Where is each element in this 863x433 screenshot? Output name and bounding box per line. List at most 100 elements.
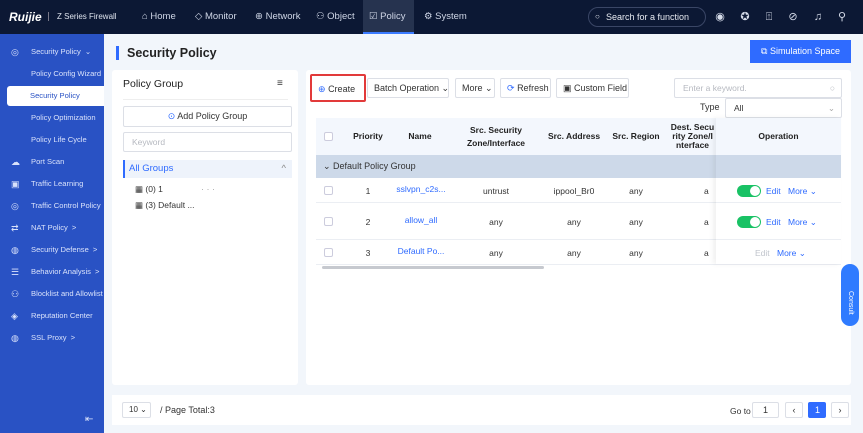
sidebar-item-policy-config-wizard[interactable]: Policy Config Wizard xyxy=(0,64,104,84)
row-checkbox[interactable] xyxy=(324,247,333,257)
label: Add Policy Group xyxy=(177,111,248,121)
signal-icon[interactable]: ◉ xyxy=(715,11,725,23)
group-item[interactable]: ▦ (3) Default ... xyxy=(135,200,195,210)
sidebar-item-policy-optimization[interactable]: Policy Optimization xyxy=(0,108,104,128)
col-src-region[interactable]: Src. Region xyxy=(612,131,660,141)
nav-network[interactable]: ⊕ Network xyxy=(255,11,301,22)
policy-name-link[interactable]: Default Po... xyxy=(397,245,445,256)
sidebar-item-reputation-center[interactable]: ◈ Reputation Center xyxy=(0,306,104,326)
label: Batch Operation xyxy=(374,83,440,93)
sidebar-item-traffic-control[interactable]: ◎ Traffic Control Policy xyxy=(0,196,104,216)
cell-src-zone: any xyxy=(489,247,503,258)
support-icon[interactable]: ✪ xyxy=(740,11,750,23)
sidebar-item-nat-policy[interactable]: ⇄ NAT Policy > xyxy=(0,218,104,238)
group-keyword-input[interactable]: Keyword xyxy=(123,132,292,152)
row-checkbox[interactable] xyxy=(324,185,333,195)
nav-system[interactable]: ⚙ System xyxy=(424,11,467,22)
type-select[interactable]: All ⌄ xyxy=(725,98,842,118)
sidebar-item-policy-life-cycle[interactable]: Policy Life Cycle xyxy=(0,130,104,150)
more-dots-icon[interactable]: · · · xyxy=(201,184,215,194)
sidebar-item-port-scan[interactable]: ☁ Port Scan xyxy=(0,152,104,172)
col-priority[interactable]: Priority xyxy=(353,131,383,141)
col-name[interactable]: Name xyxy=(408,131,432,141)
page-size-select[interactable]: 10 ⌄ xyxy=(122,402,151,418)
simulation-space-button[interactable]: ⧉ Simulation Space xyxy=(750,40,851,63)
divider xyxy=(123,99,288,100)
group-row[interactable]: ⌄ Default Policy Group xyxy=(316,155,841,178)
headset-icon[interactable]: ♫ xyxy=(813,11,823,23)
label: Traffic Control Policy xyxy=(31,201,101,210)
field-icon: ▣ xyxy=(563,83,572,93)
cell-priority: 1 xyxy=(365,185,371,196)
col-src-zone[interactable]: Src. Security Zone/Interface xyxy=(466,124,526,148)
page-1-button[interactable]: 1 xyxy=(808,402,826,418)
policy-name-link[interactable]: allow_all xyxy=(404,214,438,225)
label: (0) 1 xyxy=(145,184,163,194)
more-dropdown-link[interactable]: More ⌄ xyxy=(788,185,817,196)
goto-label: Go to xyxy=(730,406,751,416)
all-groups-item[interactable]: All Groups ^ xyxy=(123,160,292,178)
cell-src-zone: untrust xyxy=(483,185,509,196)
cell-src-region: any xyxy=(629,185,643,196)
more-dropdown-link[interactable]: More ⌄ xyxy=(777,247,806,258)
enable-toggle[interactable] xyxy=(737,184,761,197)
user-icon[interactable]: ⚲ xyxy=(837,11,847,23)
goto-input[interactable]: 1 xyxy=(752,402,779,418)
consult-button[interactable]: Consult xyxy=(841,264,859,326)
label: Default Policy Group xyxy=(333,161,416,171)
nav-home[interactable]: ⌂ Home xyxy=(142,11,176,22)
sidebar-item-security-policy-sub[interactable]: Security Policy xyxy=(7,86,104,106)
nav-policy[interactable]: ☑ Policy xyxy=(363,0,414,34)
col-dest-zone[interactable]: Dest. Security Zone/Interface xyxy=(670,122,715,150)
sidebar-item-traffic-learning[interactable]: ▣ Traffic Learning xyxy=(0,174,104,194)
nav-monitor[interactable]: ◇ Monitor xyxy=(195,11,237,22)
horizontal-scrollbar[interactable] xyxy=(316,265,841,270)
label: SSL Proxy xyxy=(31,333,67,342)
batch-operation-dropdown[interactable]: Batch Operation ⌄ xyxy=(367,78,449,98)
create-button[interactable]: ⊕ Create xyxy=(310,74,366,102)
col-src-address[interactable]: Src. Address xyxy=(547,131,601,141)
select-all-checkbox[interactable] xyxy=(324,132,333,141)
label: Security Policy xyxy=(31,47,81,56)
sidebar-item-behavior-analysis[interactable]: ☰ Behavior Analysis > xyxy=(0,262,104,282)
nav-object[interactable]: ⚇ Object xyxy=(316,11,355,22)
nav-label: Object xyxy=(327,11,355,22)
collapse-sidebar-icon[interactable]: ⇤ xyxy=(85,414,94,425)
plus-circle-icon: ⊕ xyxy=(318,84,326,94)
page-title: Security Policy xyxy=(116,46,217,60)
edit-link[interactable]: Edit xyxy=(766,185,781,196)
keyword-search-input[interactable]: Enter a keyword. ○ xyxy=(674,78,842,98)
sidebar-item-security-policy[interactable]: ◎ Security Policy ⌄ xyxy=(0,42,104,62)
refresh-button[interactable]: ⟳ Refresh xyxy=(500,78,551,98)
add-policy-group-button[interactable]: ⊙ Add Policy Group xyxy=(123,106,292,127)
menu-icon[interactable]: ≡ xyxy=(277,78,283,89)
label: More xyxy=(777,247,797,258)
nav-label: Network xyxy=(265,11,301,22)
shield-icon: ◎ xyxy=(11,47,19,57)
compass-icon[interactable]: ⊘ xyxy=(788,11,798,23)
edit-link[interactable]: Edit xyxy=(766,216,781,227)
sidebar-item-security-defense[interactable]: ◍ Security Defense > xyxy=(0,240,104,260)
group-item[interactable]: ▦ (0) 1 xyxy=(135,184,163,194)
cell-src-region: any xyxy=(629,216,643,227)
plus-circle-icon: ⊙ xyxy=(167,111,176,121)
top-bar: Ruijie Z Series Firewall ⌂ Home ◇ Monito… xyxy=(0,0,863,34)
custom-field-button[interactable]: ▣ Custom Field xyxy=(556,78,629,98)
enable-toggle[interactable] xyxy=(737,215,761,228)
next-page-button[interactable]: › xyxy=(831,402,849,418)
user-icon: ⚇ xyxy=(11,289,20,299)
upload-icon[interactable]: ⍐ xyxy=(765,11,773,23)
row-checkbox[interactable] xyxy=(324,216,333,226)
sidebar-item-ssl-proxy[interactable]: ◍ SSL Proxy > xyxy=(0,328,104,348)
chevron-icon: > xyxy=(70,333,76,342)
sidebar-item-blocklist[interactable]: ⚇ Blocklist and Allowlist xyxy=(0,284,104,304)
operation-cell: Edit More ⌄ xyxy=(716,178,841,202)
nav-label: Monitor xyxy=(204,11,237,22)
more-dropdown-link[interactable]: More ⌄ xyxy=(788,216,817,227)
cell-src-address: any xyxy=(567,216,581,227)
prev-page-button[interactable]: ‹ xyxy=(785,402,803,418)
more-dropdown[interactable]: More ⌄ xyxy=(455,78,495,98)
scrollbar-thumb[interactable] xyxy=(322,266,544,269)
function-search[interactable]: Search for a function xyxy=(588,7,706,27)
policy-name-link[interactable]: sslvpn_c2s... xyxy=(396,183,446,194)
